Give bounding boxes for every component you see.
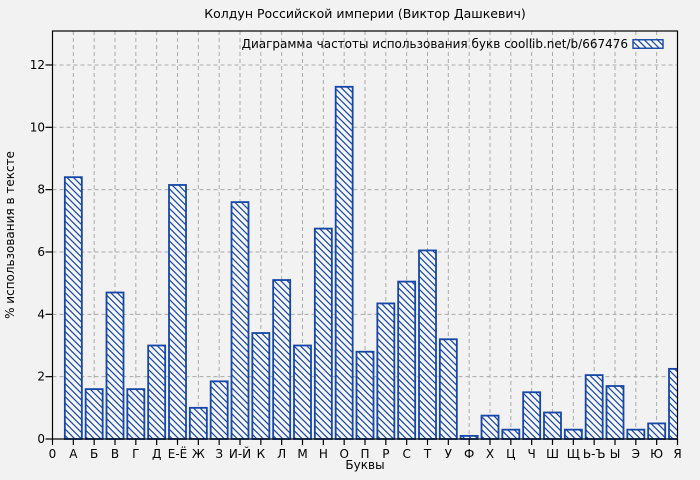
x-tick-label: Ы — [610, 447, 621, 461]
x-tick-label: К — [257, 447, 266, 461]
bar-Ш — [543, 411, 562, 440]
x-tick-label: О — [339, 447, 348, 461]
bar-Ь-Ъ — [584, 374, 604, 440]
y-tick-label: 2 — [37, 370, 45, 384]
y-tick-label: 4 — [37, 307, 45, 321]
bar-Ж — [188, 406, 208, 440]
x-tick-label: Н — [319, 447, 328, 461]
x-tick-label: Ь-Ъ — [583, 447, 606, 461]
x-tick-label: И-Й — [229, 446, 251, 461]
x-tick-label: Щ — [567, 447, 580, 461]
bar-О — [334, 85, 354, 440]
x-tick-label: Ж — [192, 447, 205, 461]
bar-Р — [376, 302, 396, 440]
x-tick-label: М — [297, 447, 307, 461]
bar-Х — [480, 414, 500, 440]
bar-Т — [418, 249, 437, 440]
x-tick-label: 0 — [49, 447, 57, 461]
y-tick-label: 12 — [30, 58, 45, 72]
bar-Щ — [563, 428, 583, 440]
x-tick-label: Д — [152, 447, 161, 461]
bar-Ч — [522, 391, 542, 440]
x-tick-label: Я — [673, 447, 681, 461]
bar-Н — [313, 227, 333, 440]
x-tick-label: Е-Ё — [168, 446, 188, 461]
bar-П — [355, 350, 375, 440]
x-tick-label: Э — [632, 447, 640, 461]
bar-И-Й — [230, 201, 250, 440]
x-axis-label: Буквы — [345, 458, 384, 472]
bar-Ц — [501, 428, 521, 440]
x-tick-label: Ф — [464, 447, 474, 461]
x-tick-label: Р — [382, 447, 389, 461]
bar-Л — [272, 279, 292, 440]
x-tick-label: У — [445, 447, 453, 461]
bar-Д — [147, 344, 167, 440]
y-tick-label: 0 — [37, 432, 45, 446]
y-axis-label: % использования в тексте — [3, 151, 17, 319]
axis-ticks-layer — [45, 64, 679, 445]
x-tick-label: Х — [486, 447, 494, 461]
legend-swatch — [632, 39, 664, 49]
bar-У — [438, 338, 458, 440]
x-tick-label: Ц — [506, 447, 515, 461]
x-tick-label: С — [402, 447, 410, 461]
x-tick-label: Г — [132, 447, 139, 461]
y-tick-label: 8 — [37, 183, 45, 197]
x-tick-label: П — [360, 447, 369, 461]
y-tick-label: 6 — [37, 245, 45, 259]
legend-label: Диаграмма частоты использования букв coo… — [242, 37, 628, 51]
bar-К — [251, 332, 271, 440]
x-tick-label: А — [69, 447, 78, 461]
x-tick-label: В — [111, 447, 119, 461]
bar-М — [293, 344, 312, 440]
bar-Ю — [647, 422, 667, 440]
x-tick-label: Л — [277, 447, 286, 461]
bar-Е-Ё — [168, 184, 187, 440]
bar-Г — [126, 388, 146, 440]
chart-title: Колдун Российской империи (Виктор Дашкев… — [204, 6, 525, 21]
bar-С — [397, 280, 417, 440]
bars-layer — [63, 85, 678, 440]
bar-Э — [626, 428, 646, 440]
bar-В — [105, 291, 125, 440]
y-tick-label: 10 — [30, 120, 45, 134]
x-tick-label: З — [215, 447, 223, 461]
bar-З — [209, 380, 229, 440]
tick-labels-layer: 0 А Б В Г Д Е-Ё Ж З И-Й К Л М Н О П Р С Т У Ф Х Ц Ч Ш Щ Ь-Ъ Ы Э Ю Я024… — [30, 58, 682, 461]
x-tick-label: Ю — [650, 447, 663, 461]
bar-Ы — [605, 385, 625, 440]
bar-А — [63, 176, 83, 440]
bar-Б — [84, 388, 104, 440]
x-tick-label: Б — [90, 447, 98, 461]
x-tick-label: Ч — [528, 447, 536, 461]
x-tick-label: Ш — [546, 447, 559, 461]
x-tick-label: Т — [423, 447, 432, 461]
